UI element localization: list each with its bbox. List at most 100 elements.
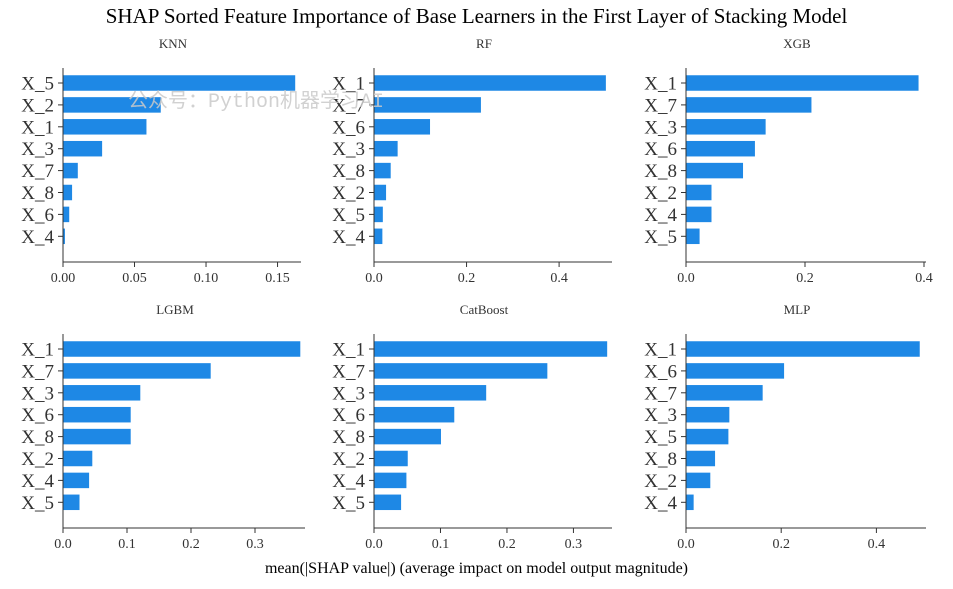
panel-title: CatBoost <box>460 302 509 317</box>
bar-x_1 <box>686 341 920 357</box>
bar-x_2 <box>686 184 712 201</box>
bar-x_2 <box>374 184 387 201</box>
bar-x_6 <box>63 206 70 223</box>
bar-x_8 <box>63 428 131 445</box>
x-tick-label: 0.0 <box>677 537 695 552</box>
x-axis-label: mean(|SHAP value|) (average impact on mo… <box>264 560 689 577</box>
bar-x_3 <box>63 385 141 401</box>
x-tick-label: 0.4 <box>550 271 568 286</box>
category-label: X_7 <box>332 361 365 382</box>
x-tick-label: 0.2 <box>498 537 516 552</box>
category-label: X_6 <box>332 117 365 138</box>
category-label: X_8 <box>21 427 54 448</box>
category-label: X_2 <box>644 183 677 204</box>
panel-title: KNN <box>159 36 188 51</box>
x-tick-label: 0.2 <box>182 537 200 552</box>
category-label: X_5 <box>644 427 677 448</box>
panel-title: XGB <box>783 36 811 51</box>
bar-x_3 <box>374 385 487 401</box>
bar-x_6 <box>374 119 431 135</box>
x-tick-label: 0.05 <box>122 271 147 286</box>
bar-x_7 <box>686 385 763 401</box>
x-tick-label: 0.1 <box>118 537 136 552</box>
bar-x_5 <box>686 228 700 245</box>
bar-x_7 <box>686 97 812 113</box>
figure-title: SHAP Sorted Feature Importance of Base L… <box>105 4 848 28</box>
category-label: X_1 <box>644 340 677 361</box>
category-label: X_3 <box>21 139 54 160</box>
category-label: X_4 <box>644 205 677 226</box>
category-label: X_7 <box>21 161 54 182</box>
bar-x_6 <box>374 406 455 423</box>
x-tick-label: 0.3 <box>565 537 583 552</box>
x-tick-label: 0.4 <box>915 271 933 286</box>
category-label: X_3 <box>644 117 677 138</box>
bar-x_1 <box>686 75 919 91</box>
category-label: X_3 <box>332 139 365 160</box>
bar-x_6 <box>686 140 755 157</box>
category-label: X_2 <box>332 183 365 204</box>
category-label: X_1 <box>21 117 54 138</box>
x-tick-label: 0.0 <box>677 271 695 286</box>
x-tick-label: 0.00 <box>51 271 76 286</box>
bar-x_8 <box>63 184 73 201</box>
bar-x_3 <box>686 406 730 423</box>
category-label: X_7 <box>21 361 54 382</box>
bar-x_2 <box>374 450 408 467</box>
category-label: X_7 <box>644 383 677 404</box>
panel-rf: RF X_1X_7X_6X_3X_8X_2X_5X_4 0.0 0.2 0.4 <box>332 36 612 286</box>
bar-x_4 <box>63 472 90 489</box>
bar-x_5 <box>63 75 296 91</box>
category-label: X_2 <box>332 449 365 470</box>
x-tick-label: 0.15 <box>265 271 290 286</box>
bar-x_1 <box>374 341 608 357</box>
x-tick-label: 0.1 <box>432 537 450 552</box>
panel-lgbm: LGBM X_1X_7X_3X_6X_8X_2X_4X_5 0.0 0.1 0.2 0.3 <box>21 302 305 552</box>
category-label: X_4 <box>21 471 54 492</box>
category-label: X_1 <box>332 74 365 95</box>
category-label: X_8 <box>644 449 677 470</box>
panel-title: MLP <box>784 302 811 317</box>
bar-x_5 <box>686 428 729 445</box>
bar-x_8 <box>686 162 744 179</box>
category-label: X_7 <box>332 95 365 116</box>
category-label: X_5 <box>332 205 365 226</box>
bar-x_8 <box>374 162 391 179</box>
panel-mlp: MLP X_1X_6X_7X_3X_5X_8X_2X_4 0.0 0.2 0.4 <box>644 302 926 552</box>
bar-x_3 <box>63 140 103 157</box>
category-label: X_8 <box>21 183 54 204</box>
category-label: X_3 <box>332 383 365 404</box>
bar-x_6 <box>63 406 131 423</box>
category-label: X_2 <box>21 449 54 470</box>
category-label: X_8 <box>644 161 677 182</box>
bar-x_7 <box>374 97 481 113</box>
category-label: X_1 <box>644 74 677 95</box>
category-label: X_6 <box>644 361 677 382</box>
bar-x_4 <box>686 206 712 223</box>
category-label: X_1 <box>21 340 54 361</box>
panel-xgb: XGB X_1X_7X_3X_6X_8X_2X_4X_5 0.0 0.2 0.4 <box>644 36 932 286</box>
bar-x_5 <box>374 494 402 511</box>
category-label: X_5 <box>332 493 365 514</box>
category-label: X_4 <box>332 227 365 248</box>
x-tick-label: 0.2 <box>772 537 790 552</box>
bar-x_6 <box>686 363 785 379</box>
category-label: X_6 <box>644 139 677 160</box>
x-tick-label: 0.2 <box>458 271 476 286</box>
category-label: X_4 <box>21 227 54 248</box>
bar-x_7 <box>63 363 211 379</box>
bar-x_5 <box>374 206 383 223</box>
bar-x_7 <box>63 162 78 179</box>
bar-x_2 <box>686 472 711 489</box>
category-label: X_5 <box>21 74 54 95</box>
x-tick-label: 0.0 <box>365 271 383 286</box>
category-label: X_2 <box>644 471 677 492</box>
bar-x_2 <box>63 450 93 467</box>
x-tick-label: 0.2 <box>796 271 814 286</box>
bar-x_3 <box>686 119 766 135</box>
bar-x_2 <box>63 97 161 113</box>
category-label: X_6 <box>332 405 365 426</box>
category-label: X_8 <box>332 427 365 448</box>
bar-x_4 <box>63 228 65 245</box>
